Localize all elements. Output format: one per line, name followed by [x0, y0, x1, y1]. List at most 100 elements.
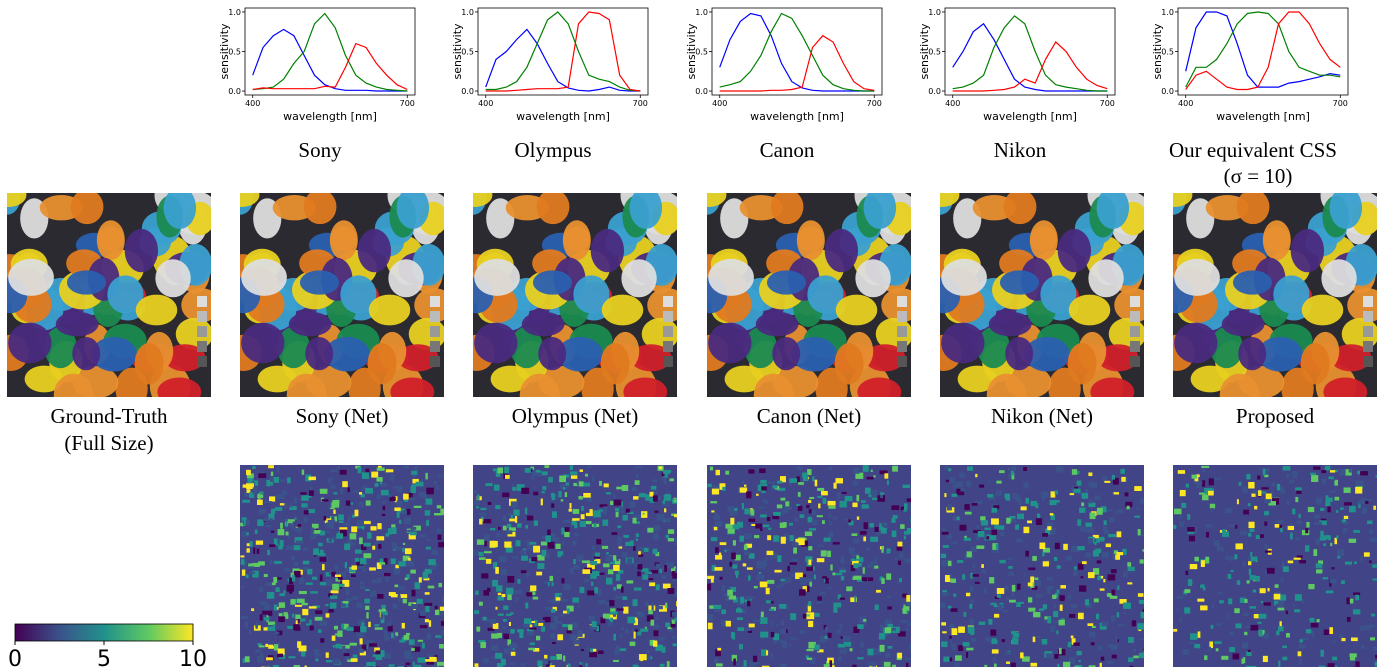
error-speck: [1325, 466, 1331, 471]
error-speck: [1234, 608, 1239, 613]
error-speck: [1133, 656, 1138, 659]
pompom: [157, 377, 201, 406]
error-speck: [1114, 492, 1119, 494]
error-speck: [265, 582, 272, 586]
photo: [1154, 178, 1387, 417]
error-speck: [886, 573, 891, 579]
pompom: [368, 343, 397, 384]
error-speck: [817, 496, 822, 498]
pompom: [358, 229, 391, 272]
error-speck: [1012, 519, 1017, 523]
error-speck: [280, 540, 284, 547]
error-speck: [1286, 473, 1289, 478]
error-speck: [800, 630, 806, 634]
error-speck: [592, 546, 595, 550]
error-speck: [773, 535, 779, 542]
error-speck: [677, 549, 684, 553]
error-speck: [1043, 561, 1049, 566]
error-speck: [1375, 475, 1380, 477]
error-speck: [570, 568, 574, 572]
y-tick-label: 0.0: [461, 87, 474, 96]
error-speck: [719, 553, 721, 560]
error-speck: [572, 597, 579, 602]
error-speck: [747, 567, 753, 569]
error-speck: [1033, 637, 1036, 642]
error-speck: [303, 561, 310, 565]
error-speck: [1088, 538, 1093, 544]
error-speck: [897, 653, 902, 659]
error-speck: [359, 492, 362, 495]
pompom: [1058, 229, 1091, 272]
error-speck: [820, 591, 825, 594]
error-speck: [1046, 586, 1053, 590]
error-speck: [308, 509, 315, 513]
error-speck: [275, 507, 282, 511]
error-speck: [807, 658, 812, 660]
y-tick-label: 0.0: [228, 87, 241, 96]
error-speck: [943, 657, 949, 662]
camera-caption: Sony: [298, 138, 342, 162]
error-speck: [806, 649, 813, 651]
error-speck: [992, 649, 999, 653]
pompom: [1222, 312, 1265, 337]
error-speck: [1056, 630, 1058, 634]
error-speck: [633, 546, 635, 551]
error-speck: [590, 561, 597, 565]
error-speck: [663, 501, 665, 504]
error-speck: [953, 594, 956, 597]
error-speck: [273, 577, 277, 583]
error-speck: [428, 654, 433, 656]
error-speck: [781, 537, 786, 544]
error-speck: [1265, 543, 1267, 550]
error-speck: [1082, 561, 1087, 564]
error-speck: [1069, 614, 1075, 618]
error-speck: [984, 588, 987, 594]
error-speck: [383, 506, 386, 510]
error-speck: [674, 591, 679, 597]
pompom: [708, 259, 754, 296]
error-speck: [1200, 605, 1207, 610]
error-speck: [1229, 556, 1234, 561]
error-speck: [493, 623, 499, 629]
error-speck: [1264, 522, 1267, 526]
error-speck: [502, 626, 506, 628]
error-speck: [1111, 569, 1117, 573]
error-speck: [871, 470, 873, 472]
error-speck: [299, 578, 304, 585]
error-speck: [785, 501, 789, 507]
error-speck: [411, 471, 417, 475]
error-speck: [598, 651, 604, 655]
gray-patch: [1363, 356, 1373, 367]
error-speck: [762, 666, 769, 669]
error-speck: [1092, 626, 1096, 628]
error-speck: [1295, 487, 1302, 490]
error-speck: [277, 654, 283, 658]
pompom: [602, 295, 644, 326]
error-speck: [1091, 482, 1097, 489]
error-speck: [369, 567, 376, 570]
error-speck: [905, 657, 912, 660]
error-speck: [707, 484, 711, 488]
error-speck: [424, 603, 432, 606]
error-speck: [989, 535, 996, 540]
error-speck: [779, 604, 786, 609]
error-speck: [943, 545, 949, 548]
error-speck: [1055, 490, 1058, 494]
plot-frame: [478, 8, 648, 95]
error-speck: [1109, 517, 1115, 522]
pompom: [591, 229, 624, 272]
error-speck: [506, 588, 513, 595]
error-speck: [1097, 645, 1103, 650]
error-speck: [635, 617, 637, 620]
error-speck: [358, 467, 362, 473]
error-speck: [1344, 487, 1351, 492]
error-speck: [320, 557, 327, 562]
error-speck: [653, 549, 658, 554]
error-speck: [991, 518, 999, 524]
error-speck: [833, 607, 837, 612]
error-speck: [580, 469, 583, 471]
pompom: [623, 377, 667, 406]
error-speck: [617, 608, 624, 610]
error-speck: [887, 606, 892, 609]
error-speck: [521, 556, 528, 561]
